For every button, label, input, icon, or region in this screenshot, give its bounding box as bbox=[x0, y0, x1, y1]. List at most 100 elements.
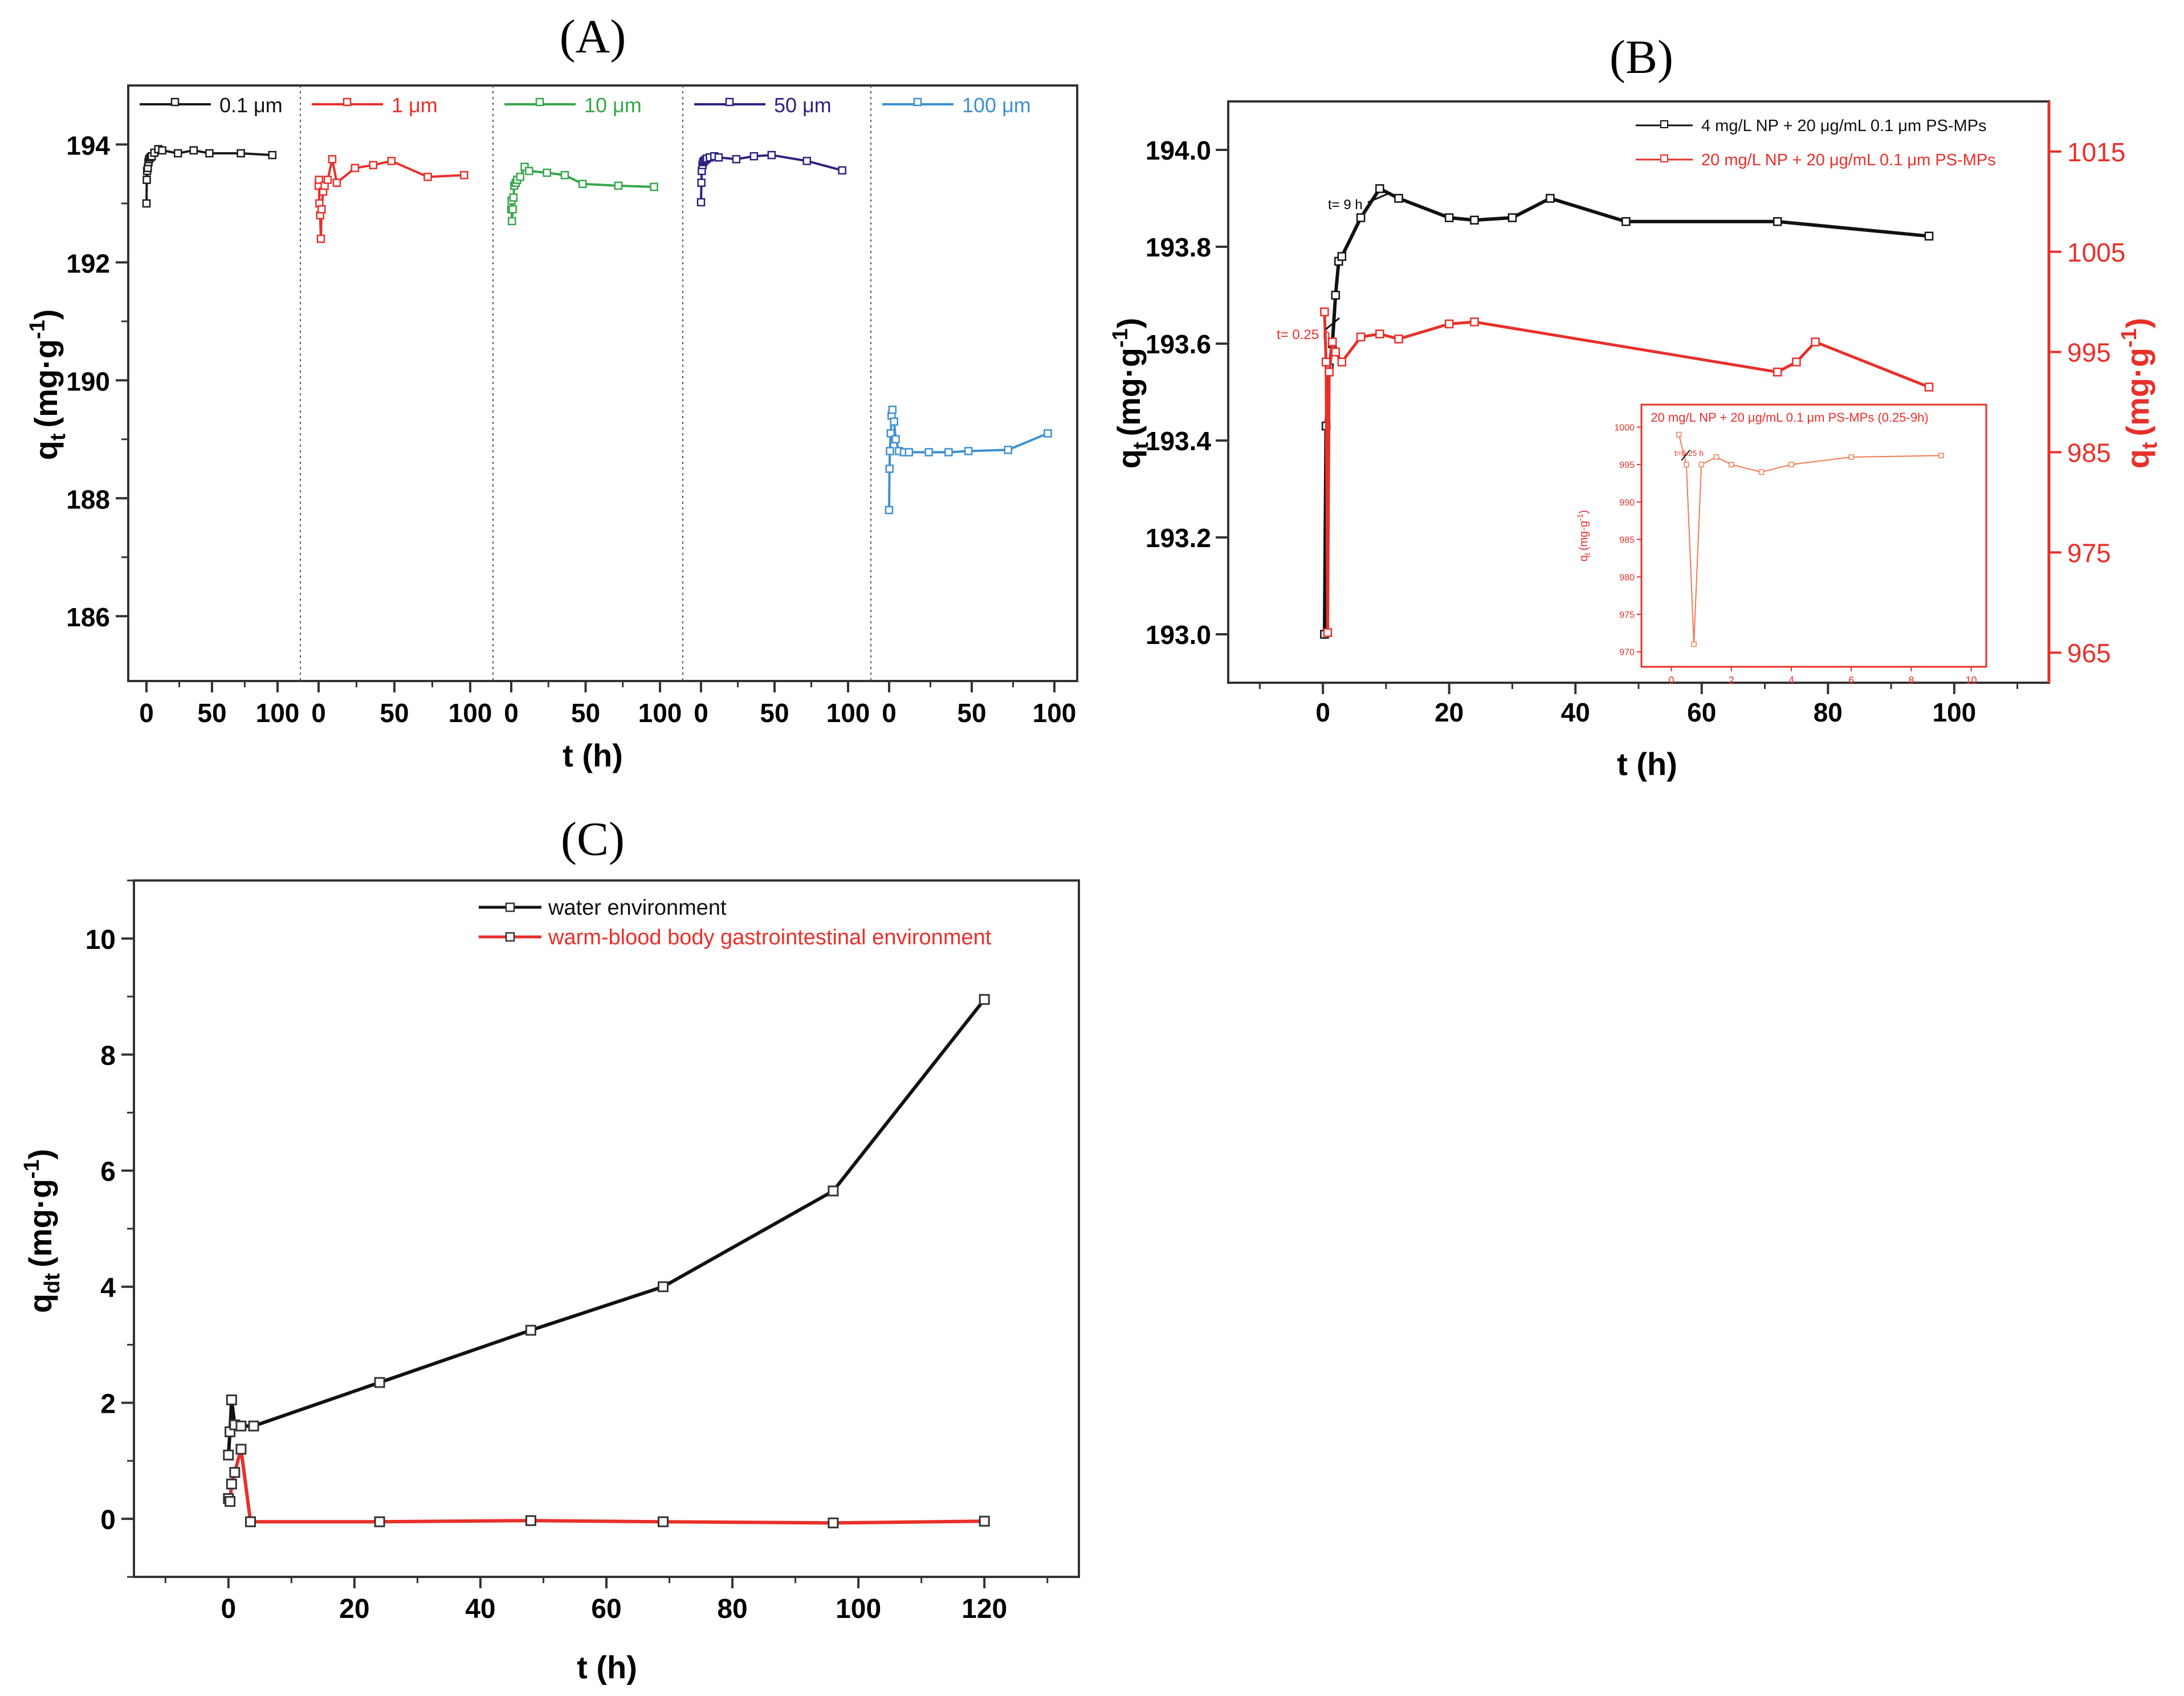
panel-a-data-point bbox=[838, 166, 846, 175]
panel-b-y-label-left-unit: (mg·g bbox=[1111, 348, 1147, 437]
panel-a-data-point bbox=[802, 157, 812, 165]
panel-b-inset-x-tick-label: 10 bbox=[1966, 675, 1977, 686]
panel-c-legend-marker bbox=[505, 932, 515, 942]
panel-c-legend-marker bbox=[505, 902, 515, 912]
panel-a-y-label-sub: t bbox=[46, 433, 70, 441]
panel-a-segment: 0 50 100 0.1 μm bbox=[139, 85, 301, 728]
panel-b-y-label-right-unit: (mg·g bbox=[2120, 348, 2156, 437]
panel-a-data-point bbox=[885, 464, 894, 473]
panel-b-x-tick-label: 60 bbox=[1687, 698, 1716, 727]
panel-a-x-tick-label: 50 bbox=[760, 698, 789, 728]
panel-a-x-tick-label: 0 bbox=[694, 698, 708, 728]
panel-a-x-tick-label: 50 bbox=[197, 698, 226, 728]
panel-b-x-tick-label: 0 bbox=[1315, 698, 1330, 727]
panel-b-y-label-left-main: q bbox=[1111, 449, 1147, 468]
panel-b-y-label-left: qt (mg·g-1) bbox=[1109, 318, 1153, 469]
panel-b-y-label-left-sub: t bbox=[1129, 442, 1153, 449]
panel-b-inset-data-point bbox=[1729, 462, 1734, 467]
panel-b-y2-tick-label: 995 bbox=[2067, 338, 2111, 368]
panel-b-data-point bbox=[1320, 307, 1329, 317]
panel-c-y-label-close: ) bbox=[22, 1149, 58, 1160]
panel-b-inset-data-point bbox=[1788, 462, 1794, 467]
panel-a-data-point bbox=[696, 198, 706, 207]
panel-a-y-label-main: q bbox=[28, 441, 64, 460]
panel-b-legend-marker bbox=[1660, 120, 1668, 128]
panel-b-inset-x-tick-label: 6 bbox=[1848, 675, 1854, 686]
panel-a-data-point bbox=[888, 405, 897, 414]
panel-b-y-label-left-sup: -1 bbox=[1109, 328, 1132, 348]
panel-b-inset-x-tick-label: 0 bbox=[1669, 675, 1674, 686]
panel-b-y-label-right-close: ) bbox=[2120, 318, 2156, 329]
panel-c-data-point bbox=[525, 1515, 536, 1526]
panel-a-legend-label: 1 μm bbox=[392, 93, 438, 117]
panel-b-data-point bbox=[1470, 317, 1479, 327]
panel-b-inset-data-point bbox=[1848, 454, 1855, 460]
panel-b-data-point bbox=[1444, 213, 1454, 222]
panel-b-x-label: t (h) bbox=[1617, 746, 1677, 782]
panel-a-data-point bbox=[1044, 429, 1052, 438]
panel-a-data-point bbox=[560, 171, 569, 180]
panel-c-x-tick-label: 120 bbox=[961, 1594, 1007, 1624]
panel-c-data-point bbox=[525, 1324, 536, 1336]
panel-a-x-tick-label: 50 bbox=[957, 698, 986, 728]
panel-c-series bbox=[223, 1444, 990, 1528]
panel-c-y-label-unit: (mg·g bbox=[22, 1179, 58, 1267]
panel-b-data-point bbox=[1621, 217, 1631, 226]
panel-a: (A) 186 188 190 192 194 0 50 100 0.1 μm 0 50 100 1 … bbox=[26, 10, 1078, 773]
panel-b-inset-series-line bbox=[1678, 434, 1942, 645]
panel-a-segment: 0 50 100 10 μm bbox=[504, 85, 683, 728]
panel-a-x-tick-label: 100 bbox=[256, 698, 300, 728]
panel-a-data-point bbox=[351, 164, 360, 173]
panel-b-inset-y-label-sub: t bbox=[1583, 553, 1592, 555]
panel-c-data-point bbox=[979, 1515, 990, 1527]
panel-a-data-point bbox=[509, 193, 518, 202]
panel-c-series bbox=[223, 994, 990, 1528]
panel-a-x-tick-label: 100 bbox=[449, 698, 492, 728]
panel-a-legend-marker bbox=[725, 97, 734, 107]
panel-a-data-point bbox=[714, 153, 723, 162]
panel-b-inset-data-point bbox=[1691, 641, 1697, 647]
panel-b-inset: 20 mg/L NP + 20 μg/mL 0.1 μm PS-MPs (0.2… bbox=[1575, 403, 1987, 686]
panel-b-inset-y-label-close: ) bbox=[1578, 510, 1590, 514]
panel-b-data-point bbox=[1470, 215, 1479, 225]
panel-c-x-tick-label: 60 bbox=[591, 1594, 621, 1624]
panel-a-data-point bbox=[891, 435, 900, 444]
panel-a-y-label-unit: (mg·g bbox=[28, 339, 64, 428]
panel-a-x-tick-label: 100 bbox=[826, 698, 870, 728]
panel-b-legend-marker bbox=[1660, 154, 1668, 162]
panel-a-data-point bbox=[142, 176, 151, 184]
panel-a-data-point bbox=[332, 178, 341, 187]
panel-a-y-tick-label: 188 bbox=[66, 484, 110, 514]
panel-c-data-point bbox=[248, 1420, 259, 1432]
panel-b-inset-y-tick-label: 1000 bbox=[1614, 423, 1635, 433]
panel-a-legend-label: 10 μm bbox=[584, 93, 642, 117]
panel-b-data-point bbox=[1811, 337, 1820, 346]
panel-a-segment: 0 50 100 100 μm bbox=[882, 93, 1076, 728]
panel-c-y-tick-label: 8 bbox=[100, 1041, 116, 1071]
panel-b-inset-annotation: t=0.25 h bbox=[1674, 449, 1704, 458]
panel-a-data-point bbox=[189, 146, 198, 155]
panel-b-axes: 0 20 40 60 80 100193.0193.2193.4193.6193.8194… bbox=[1146, 101, 2125, 727]
panel-c-y-tick-label: 4 bbox=[100, 1273, 116, 1303]
panel-a-data-point bbox=[508, 217, 516, 226]
panel-c-data-point bbox=[979, 994, 990, 1005]
panel-a-x-tick-label: 0 bbox=[882, 698, 897, 728]
panel-a-legend-marker bbox=[913, 97, 922, 107]
panel-b-data-point bbox=[1924, 231, 1934, 241]
panel-b-inset-y-label-main: q bbox=[1578, 555, 1590, 561]
panel-b-data-point bbox=[1924, 382, 1934, 392]
panel-a-legend-label: 100 μm bbox=[962, 93, 1031, 117]
panel-a-series-line bbox=[888, 409, 1049, 510]
panel-b-data-point bbox=[1325, 368, 1334, 377]
panel-b-y2-tick-label: 965 bbox=[2067, 638, 2111, 668]
panel-b-inset-data-point bbox=[1758, 469, 1765, 475]
panel-a-y-axis: 186 188 190 192 194 bbox=[66, 131, 128, 632]
panel-c-y-label-sub: dt bbox=[40, 1273, 64, 1294]
panel-a-data-point bbox=[614, 181, 623, 190]
panel-a-data-point bbox=[1004, 446, 1013, 454]
panel-b-inset-y-label-sup: -1 bbox=[1575, 513, 1584, 521]
panel-b-data-point bbox=[1356, 213, 1366, 222]
panel-b-annotation-9h-arrow bbox=[1367, 191, 1391, 203]
panel-a-data-point bbox=[944, 448, 953, 456]
